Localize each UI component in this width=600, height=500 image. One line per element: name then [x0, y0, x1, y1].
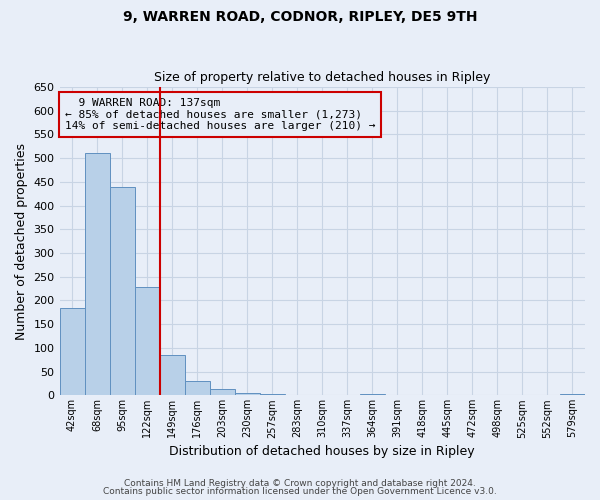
Bar: [59, 308, 85, 396]
X-axis label: Distribution of detached houses by size in Ripley: Distribution of detached houses by size …: [169, 444, 475, 458]
Bar: [185, 381, 209, 396]
Bar: [209, 389, 235, 396]
Bar: [160, 355, 185, 396]
Text: 9 WARREN ROAD: 137sqm
← 85% of detached houses are smaller (1,273)
14% of semi-d: 9 WARREN ROAD: 137sqm ← 85% of detached …: [65, 98, 375, 131]
Text: Contains public sector information licensed under the Open Government Licence v3: Contains public sector information licen…: [103, 487, 497, 496]
Y-axis label: Number of detached properties: Number of detached properties: [15, 142, 28, 340]
Bar: [235, 394, 260, 396]
Title: Size of property relative to detached houses in Ripley: Size of property relative to detached ho…: [154, 72, 490, 85]
Bar: [110, 186, 134, 396]
Text: 9, WARREN ROAD, CODNOR, RIPLEY, DE5 9TH: 9, WARREN ROAD, CODNOR, RIPLEY, DE5 9TH: [123, 10, 477, 24]
Bar: [85, 154, 110, 396]
Bar: [360, 394, 385, 396]
Bar: [260, 394, 285, 396]
Text: Contains HM Land Registry data © Crown copyright and database right 2024.: Contains HM Land Registry data © Crown c…: [124, 478, 476, 488]
Bar: [560, 394, 585, 396]
Bar: [134, 287, 160, 396]
